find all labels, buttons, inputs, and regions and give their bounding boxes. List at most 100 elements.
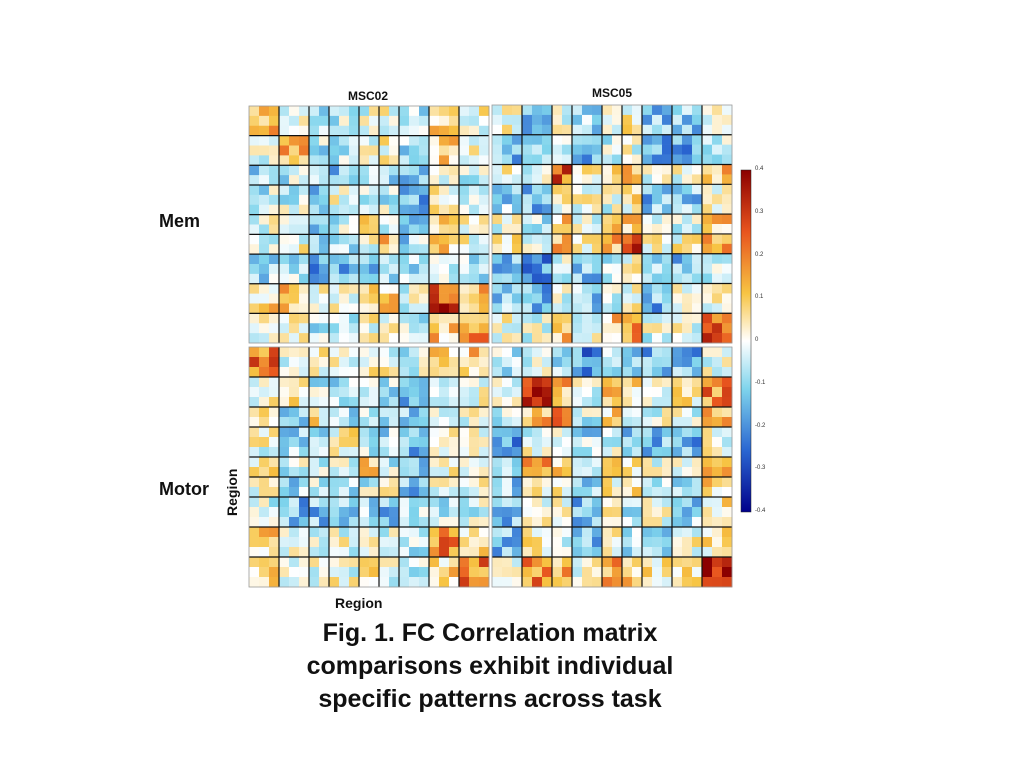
heatmap-cell xyxy=(622,323,633,334)
heatmap-cell xyxy=(329,507,340,518)
heatmap-cell xyxy=(409,283,420,294)
heatmap-cell xyxy=(459,577,470,588)
heatmap-cell xyxy=(532,293,543,304)
heatmap-cell xyxy=(339,254,350,265)
heatmap-cell xyxy=(672,124,683,136)
heatmap-cell xyxy=(349,155,360,166)
heatmap-cell xyxy=(722,233,733,245)
heatmap-cell xyxy=(612,313,623,324)
heatmap-cell xyxy=(389,204,400,215)
heatmap-cell xyxy=(582,457,593,468)
heatmap-cell xyxy=(592,357,603,368)
heatmap-cell xyxy=(329,106,340,117)
heatmap-cell xyxy=(642,507,653,518)
heatmap-cell xyxy=(449,537,460,548)
heatmap-cell xyxy=(592,547,603,558)
heatmap-cell xyxy=(602,313,613,324)
heatmap-cell xyxy=(672,194,683,205)
heatmap-cell xyxy=(349,115,360,127)
heatmap-cell xyxy=(339,377,350,388)
heatmap-cell xyxy=(622,224,633,235)
heatmap-cell xyxy=(642,427,653,438)
heatmap-cell xyxy=(672,253,683,264)
heatmap-cell xyxy=(329,547,340,558)
heatmap-cell xyxy=(289,106,300,117)
heatmap-cell xyxy=(319,125,330,136)
heatmap-cell xyxy=(409,397,420,408)
heatmap-cell xyxy=(722,427,733,438)
heatmap-cell xyxy=(622,184,633,195)
heatmap-cell xyxy=(299,155,310,166)
heatmap-cell xyxy=(692,243,703,255)
heatmap-cell xyxy=(419,407,430,418)
heatmap-cell xyxy=(612,527,623,538)
heatmap-cell xyxy=(259,487,270,498)
heatmap-cell xyxy=(469,557,480,568)
heatmap-cell xyxy=(652,477,663,488)
heatmap-cell xyxy=(359,194,370,206)
heatmap-cell xyxy=(359,234,370,245)
heatmap-cell xyxy=(542,467,553,478)
heatmap-cell xyxy=(572,313,583,324)
heatmap-cell xyxy=(702,547,713,558)
heatmap-cell xyxy=(429,347,440,358)
heatmap-cell xyxy=(439,497,450,508)
heatmap-cell xyxy=(602,377,613,388)
heatmap-cell xyxy=(269,224,280,235)
heatmap-cell xyxy=(279,214,290,225)
heatmap-cell xyxy=(712,507,723,518)
heatmap-cell xyxy=(369,487,380,498)
heatmap-cell xyxy=(479,447,490,458)
heatmap-cell xyxy=(399,487,410,498)
heatmap-cell xyxy=(459,427,470,438)
heatmap-cell xyxy=(309,497,320,508)
heatmap-cell xyxy=(542,144,553,155)
heatmap-cell xyxy=(662,105,673,116)
heatmap-cell xyxy=(469,537,480,548)
heatmap-cell xyxy=(562,567,573,578)
heatmap-cell xyxy=(339,537,350,548)
heatmap-cell xyxy=(582,164,593,175)
heatmap-cell xyxy=(642,467,653,478)
heatmap-cell xyxy=(269,214,280,225)
heatmap-cell xyxy=(662,427,673,438)
heatmap-cell xyxy=(632,134,643,145)
heatmap-cell xyxy=(439,347,450,358)
heatmap-cell xyxy=(389,457,400,468)
heatmap-cell xyxy=(562,557,573,568)
heatmap-cell xyxy=(702,124,713,136)
heatmap-cell xyxy=(652,367,663,378)
heatmap-cell xyxy=(299,357,310,368)
heatmap-cell xyxy=(289,185,300,196)
heatmap-cell xyxy=(329,357,340,368)
heatmap-cell xyxy=(259,557,270,568)
heatmap-cell xyxy=(309,527,320,538)
heatmap-cell xyxy=(299,537,310,548)
heatmap-cell xyxy=(502,224,513,235)
heatmap-cell xyxy=(449,367,460,378)
heatmap-cell xyxy=(582,233,593,245)
heatmap-cell xyxy=(532,567,543,578)
heatmap-cell xyxy=(449,303,460,314)
heatmap-cell xyxy=(309,194,320,206)
heatmap-cell xyxy=(642,164,653,175)
heatmap-cell xyxy=(502,577,513,588)
heatmap-cell xyxy=(469,185,480,196)
heatmap-cell xyxy=(572,347,583,358)
heatmap-cell xyxy=(259,497,270,508)
heatmap-cell xyxy=(249,567,260,578)
heatmap-cell xyxy=(439,407,450,418)
heatmap-cell xyxy=(672,557,683,568)
heatmap-cell xyxy=(329,273,340,285)
heatmap-cell xyxy=(439,333,450,344)
heatmap-cell xyxy=(459,333,470,344)
heatmap-cell xyxy=(492,407,503,418)
heatmap-cell xyxy=(522,283,533,294)
heatmap-cell xyxy=(389,264,400,275)
heatmap-cell xyxy=(562,577,573,588)
heatmap-cell xyxy=(712,204,723,215)
heatmap-cell xyxy=(379,437,390,448)
heatmap-cell xyxy=(339,224,350,235)
heatmap-cell xyxy=(279,273,290,285)
heatmap-cell xyxy=(522,114,533,126)
